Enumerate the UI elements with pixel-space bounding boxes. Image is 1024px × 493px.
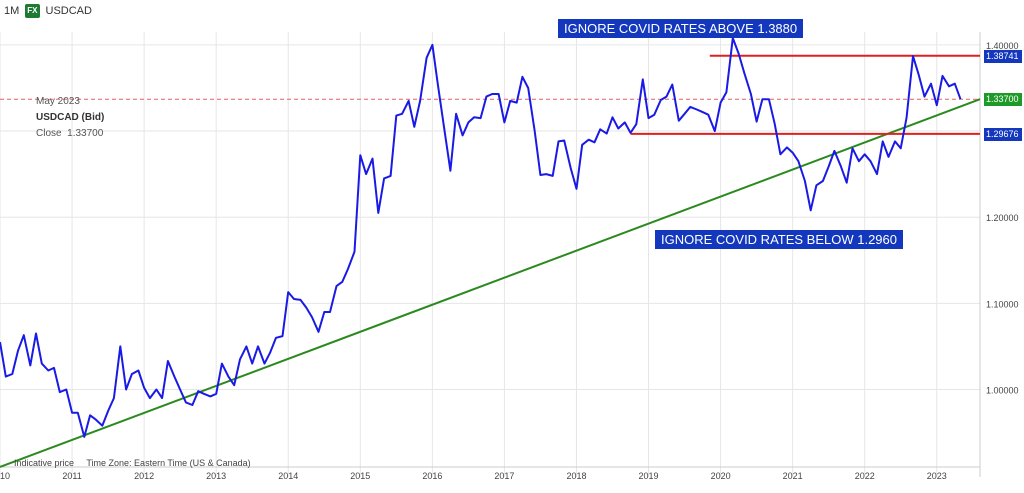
price-label-top: 1.38741: [984, 49, 1022, 63]
x-tick-label: 2019: [639, 471, 659, 481]
y-tick-label: 1.40000: [986, 41, 1019, 51]
x-tick-label: 2015: [350, 471, 370, 481]
chart-header: 1M FX USDCAD: [4, 4, 92, 18]
x-tick-label: 2020: [711, 471, 731, 481]
x-tick-label: 2010: [0, 471, 10, 481]
price-label-current: 1.33700: [984, 93, 1022, 107]
close-value: 1.33700: [67, 128, 104, 139]
info-date: May 2023: [36, 96, 80, 107]
timezone-label[interactable]: Time Zone: Eastern Time (US & Canada): [86, 458, 251, 468]
trendline-segment: [0, 98, 981, 468]
x-tick-label: 2016: [422, 471, 442, 481]
close-label: Close: [36, 128, 62, 139]
x-tick-label: 2012: [134, 471, 154, 481]
price-line: [0, 37, 962, 438]
x-axis-ticks: 2010 2011 2012 2013 2014 2015 2016 2017 2018 2019…: [0, 471, 947, 481]
x-tick-label: 2023: [927, 471, 947, 481]
trendline: [0, 98, 981, 468]
x-tick-label: 2018: [566, 471, 586, 481]
info-panel: May 2023 USDCAD (Bid) Close 1.33700: [36, 94, 104, 142]
x-tick-label: 2013: [206, 471, 226, 481]
info-close: Close 1.33700: [36, 126, 104, 142]
price-series: [0, 37, 962, 438]
indicative-note: Indicative price: [14, 458, 75, 468]
x-tick-label: 2021: [783, 471, 803, 481]
x-tick-label: 2014: [278, 471, 298, 481]
chart-grid: [0, 32, 981, 477]
x-tick-label: 2011: [62, 471, 81, 481]
fx-badge-icon: FX: [25, 4, 40, 18]
symbol-label[interactable]: USDCAD: [45, 5, 92, 17]
price-label-bottom: 1.29676: [984, 127, 1022, 141]
interval-selector[interactable]: 1M: [4, 5, 20, 17]
annotation-below: IGNORE COVID RATES BELOW 1.2960: [655, 230, 903, 249]
x-tick-label: 2017: [494, 471, 514, 481]
y-tick-label: 1.10000: [986, 299, 1019, 309]
x-tick-label: 2022: [855, 471, 875, 481]
y-tick-label: 1.00000: [986, 385, 1019, 395]
y-tick-label: 1.20000: [986, 213, 1019, 223]
horizontal-levels: [0, 54, 980, 135]
chart-footer: Indicative price Time Zone: Eastern Time…: [14, 458, 261, 468]
info-instrument: USDCAD (Bid): [36, 112, 105, 123]
annotation-above: IGNORE COVID RATES ABOVE 1.3880: [558, 19, 804, 38]
